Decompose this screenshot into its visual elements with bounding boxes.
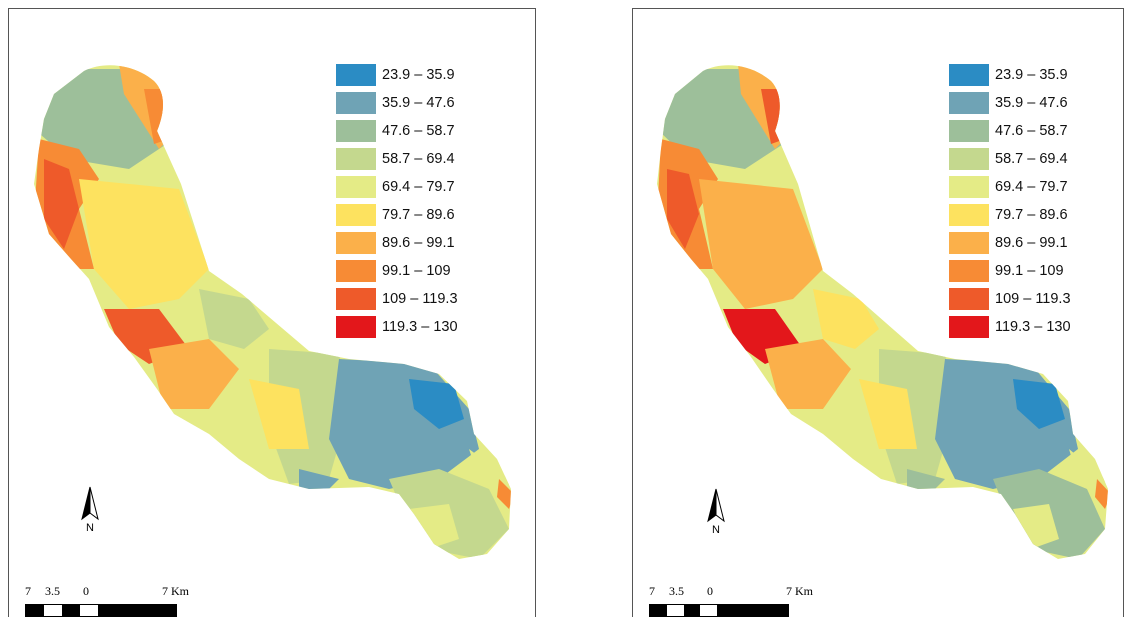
legend-item: 79.7 – 89.6 (949, 201, 1071, 229)
legend-swatch (336, 260, 376, 282)
legend-item: 23.9 – 35.9 (336, 61, 458, 89)
legend-item: 58.7 – 69.4 (336, 145, 458, 173)
legend-label: 99.1 – 109 (382, 263, 451, 279)
map-canvas-left (34, 65, 511, 559)
scale-tick-label: 0 (83, 584, 89, 598)
legend-swatch (949, 288, 989, 310)
scale-tick-label: 3.5 (45, 584, 60, 598)
legend-label: 89.6 – 99.1 (995, 235, 1068, 251)
legend-label: 89.6 – 99.1 (382, 235, 455, 251)
scale-tick-label: 7 (649, 584, 655, 598)
scale-tick-label: 0 (707, 584, 713, 598)
legend-item: 89.6 – 99.1 (949, 229, 1071, 257)
legend-item: 47.6 – 58.7 (949, 117, 1071, 145)
legend-item: 69.4 – 79.7 (336, 173, 458, 201)
legend-swatch (949, 204, 989, 226)
legend-swatch (949, 316, 989, 338)
legend-label: 47.6 – 58.7 (382, 123, 455, 139)
legend-label: 23.9 – 35.9 (382, 67, 455, 83)
map-canvas-right (657, 65, 1108, 559)
scale-bar-graphic (649, 604, 789, 617)
legend-swatch (949, 64, 989, 86)
legend-swatch (336, 92, 376, 114)
legend-label: 69.4 – 79.7 (382, 179, 455, 195)
legend-swatch (949, 148, 989, 170)
legend-item: 69.4 – 79.7 (949, 173, 1071, 201)
scale-tick-label: 7 Km (786, 584, 813, 598)
legend-label: 109 – 119.3 (995, 291, 1071, 307)
scale-tick-label: 7 (25, 584, 31, 598)
legend-label: 58.7 – 69.4 (382, 151, 455, 167)
map-panel-right: 23.9 – 35.9 35.9 – 47.6 47.6 – 58.7 58.7… (632, 8, 1124, 617)
legend-swatch (336, 120, 376, 142)
legend-swatch (949, 92, 989, 114)
legend-swatch (949, 120, 989, 142)
legend-left: 23.9 – 35.9 35.9 – 47.6 47.6 – 58.7 58.7… (336, 61, 458, 341)
north-arrow-icon: N (81, 486, 99, 533)
legend-item: 79.7 – 89.6 (336, 201, 458, 229)
north-label: N (712, 524, 720, 535)
legend-item: 119.3 – 130 (336, 313, 458, 341)
legend-label: 47.6 – 58.7 (995, 123, 1068, 139)
legend-label: 23.9 – 35.9 (995, 67, 1068, 83)
legend-label: 35.9 – 47.6 (995, 95, 1068, 111)
legend-swatch (949, 232, 989, 254)
legend-item: 99.1 – 109 (336, 257, 458, 285)
legend-swatch (336, 288, 376, 310)
legend-item: 23.9 – 35.9 (949, 61, 1071, 89)
legend-item: 89.6 – 99.1 (336, 229, 458, 257)
scale-tick-label: 3.5 (669, 584, 684, 598)
legend-label: 109 – 119.3 (382, 291, 458, 307)
legend-item: 109 – 119.3 (949, 285, 1071, 313)
legend-label: 79.7 – 89.6 (995, 207, 1068, 223)
legend-label: 119.3 – 130 (995, 319, 1071, 335)
scale-tick-label: 7 Km (162, 584, 189, 598)
legend-swatch (336, 316, 376, 338)
north-label: N (86, 522, 94, 533)
legend-item: 58.7 – 69.4 (949, 145, 1071, 173)
legend-label: 79.7 – 89.6 (382, 207, 455, 223)
legend-item: 47.6 – 58.7 (336, 117, 458, 145)
legend-label: 119.3 – 130 (382, 319, 458, 335)
legend-swatch (336, 64, 376, 86)
legend-swatch (336, 232, 376, 254)
legend-swatch (336, 148, 376, 170)
north-arrow-icon: N (707, 488, 725, 535)
legend-swatch (336, 176, 376, 198)
legend-item: 35.9 – 47.6 (336, 89, 458, 117)
legend-label: 69.4 – 79.7 (995, 179, 1068, 195)
scale-bar-right: 7 3.5 0 7 Km (649, 584, 829, 617)
legend-swatch (949, 176, 989, 198)
legend-item: 109 – 119.3 (336, 285, 458, 313)
scale-bar-left: 7 3.5 0 7 Km (25, 584, 205, 617)
map-panel-left: 23.9 – 35.9 35.9 – 47.6 47.6 – 58.7 58.7… (8, 8, 536, 617)
legend-label: 35.9 – 47.6 (382, 95, 455, 111)
legend-swatch (336, 204, 376, 226)
legend-item: 35.9 – 47.6 (949, 89, 1071, 117)
legend-label: 99.1 – 109 (995, 263, 1064, 279)
legend-label: 58.7 – 69.4 (995, 151, 1068, 167)
scale-bar-graphic (25, 604, 177, 617)
legend-item: 119.3 – 130 (949, 313, 1071, 341)
legend-right: 23.9 – 35.9 35.9 – 47.6 47.6 – 58.7 58.7… (949, 61, 1071, 341)
legend-item: 99.1 – 109 (949, 257, 1071, 285)
legend-swatch (949, 260, 989, 282)
